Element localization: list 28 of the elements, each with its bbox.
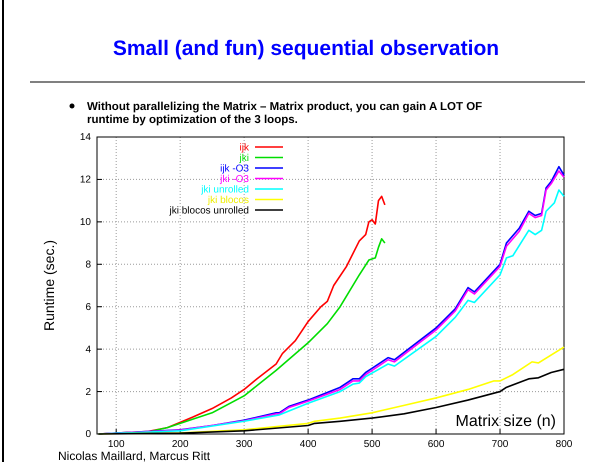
- y-tick-label: 0: [85, 429, 92, 440]
- y-tick-label: 14: [80, 132, 92, 144]
- legend-label: jki -O3: [219, 174, 250, 185]
- legend-label: ijk: [240, 142, 250, 154]
- text: Nicolas Maillard, Marcus Ritt: [58, 449, 211, 462]
- x-tick-label: 600: [428, 439, 445, 450]
- y-tick-label: 4: [85, 344, 92, 356]
- y-tick-label: 6: [85, 302, 92, 313]
- y-tick-label: 12: [80, 174, 92, 186]
- legend-label: jki blocos unrolled: [168, 206, 249, 216]
- x-tick-label: 400: [300, 439, 317, 450]
- x-tick-label: 200: [172, 439, 189, 450]
- x-tick-label: 300: [236, 439, 253, 450]
- chart-subtitle: Without parallelizing the Matrix – Matrix product, you can gain A LOT OF runtime by optimization of the 3 loops.: [87, 101, 482, 126]
- x-tick-label: 700: [492, 439, 509, 450]
- x-axis-title: Matrix size (n): [456, 413, 556, 430]
- x-tick-label: 500: [364, 439, 381, 450]
- legend-label: jki blocos: [206, 195, 249, 206]
- x-tick-label: 100: [108, 439, 125, 450]
- y-tick-label: 10: [80, 217, 92, 228]
- legend-label: jki unrolled: [200, 184, 249, 196]
- legend-label: jki: [238, 153, 249, 164]
- y-axis-title: Runtime (sec.): [41, 240, 57, 332]
- x-tick-label: 800: [556, 439, 573, 450]
- y-tick-label: 8: [85, 259, 92, 270]
- legend-label: ijk -O3: [220, 164, 250, 174]
- chart-title: Small (and fun) sequential observation: [112, 37, 500, 60]
- y-tick-label: 2: [85, 386, 92, 398]
